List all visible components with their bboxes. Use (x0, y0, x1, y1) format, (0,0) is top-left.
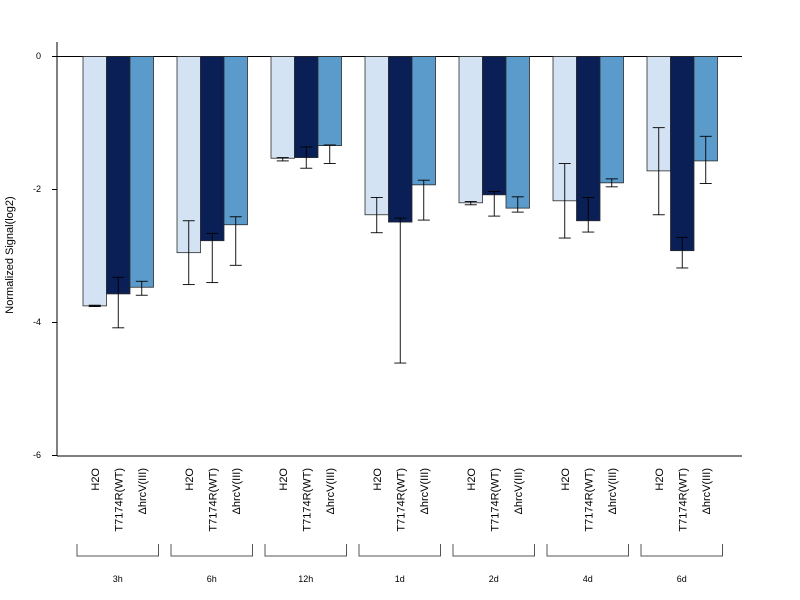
x-tick-label: H2O (184, 468, 196, 491)
bar (482, 56, 507, 196)
group-label: 3h (113, 574, 123, 584)
x-tick-label: H2O (372, 468, 384, 491)
bar (129, 56, 154, 288)
x-tick-label: ΔhrcV(III) (513, 468, 525, 514)
x-tick-label: ΔhrcV(III) (607, 468, 619, 514)
x-tick-label: H2O (278, 468, 290, 491)
x-tick-label: ΔhrcV(III) (231, 468, 243, 514)
x-tick-label: H2O (654, 468, 666, 491)
group-label: 2d (489, 574, 499, 584)
y-axis-label: Normalized Signal(log2) (4, 196, 16, 313)
bar (364, 56, 389, 216)
x-tick-label: H2O (466, 468, 478, 491)
y-tick-label: -6 (33, 450, 41, 460)
y-tick-label: -2 (33, 184, 41, 194)
bar (270, 56, 295, 159)
x-tick-label: T7174R(WT) (113, 468, 125, 532)
x-tick-label: ΔhrcV(III) (325, 468, 337, 514)
bar (576, 56, 601, 222)
bar (106, 56, 131, 295)
x-tick-label: ΔhrcV(III) (419, 468, 431, 514)
group-bracket (358, 544, 441, 557)
bar (317, 56, 342, 147)
bar (411, 56, 436, 186)
bar (458, 56, 483, 204)
error-bars (88, 127, 712, 364)
bar (82, 56, 107, 307)
x-tick-label: T7174R(WT) (395, 468, 407, 532)
group-bracket (452, 544, 535, 557)
group-label: 12h (298, 574, 313, 584)
bars (82, 56, 718, 307)
group-label: 4d (583, 574, 593, 584)
bar (505, 56, 530, 209)
group-bracket (170, 544, 253, 557)
group-bracket (264, 544, 347, 557)
x-tick-labels: H2O T7174R(WT) ΔhrcV(III) H2O T7174R(WT) Δhrc… (90, 468, 713, 532)
group-label: 1d (395, 574, 405, 584)
group-label: 6d (677, 574, 687, 584)
x-tick-label: T7174R(WT) (207, 468, 219, 532)
group-bracket (640, 544, 723, 557)
x-tick-label: T7174R(WT) (301, 468, 313, 532)
x-tick-label: ΔhrcV(III) (701, 468, 713, 514)
x-tick-label: T7174R(WT) (677, 468, 689, 532)
x-tick-label: T7174R(WT) (583, 468, 595, 532)
group-label: 6h (207, 574, 217, 584)
group-brackets: 3h 6h 12h 1d 2d 4d 6d (76, 544, 723, 584)
group-bracket (76, 544, 159, 557)
group-bracket (546, 544, 629, 557)
bar (670, 56, 695, 252)
x-tick-label: T7174R(WT) (489, 468, 501, 532)
x-tick-label: H2O (560, 468, 572, 491)
x-tick-label: H2O (90, 468, 102, 491)
bar (223, 56, 248, 226)
y-tick-label: -4 (33, 317, 41, 327)
bar (294, 56, 319, 158)
bar (200, 56, 225, 242)
x-tick-label: ΔhrcV(III) (137, 468, 149, 514)
y-ticks: 0 -2 -4 -6 (33, 51, 57, 460)
y-tick-label: 0 (36, 51, 41, 61)
bar (599, 56, 624, 184)
bar (388, 56, 413, 223)
